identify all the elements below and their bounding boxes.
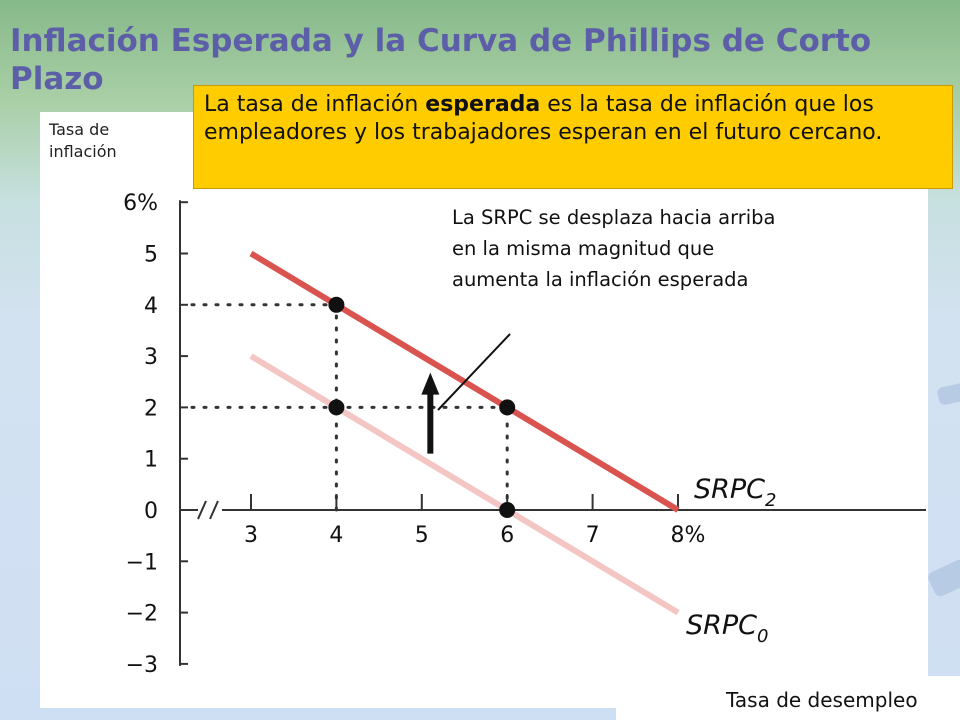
- x-tick-label: 8%: [671, 523, 706, 548]
- callout-text-prefix: La tasa de inflación: [204, 92, 426, 117]
- data-point: [328, 399, 345, 416]
- srpc-2-label: SRPC2: [694, 474, 777, 511]
- x-tick-label: 5: [415, 523, 429, 548]
- y-tick-label: 2: [144, 396, 158, 421]
- shift-annotation: La SRPC se desplaza hacia arriba en la m…: [452, 206, 776, 291]
- axis-break-mark: [197, 500, 207, 520]
- callout-emphasis: esperada: [425, 92, 541, 117]
- callout-text-suffix: es la tasa de inflación que los empleado…: [204, 92, 883, 145]
- data-point: [499, 399, 516, 416]
- x-tick-label: 4: [329, 523, 343, 548]
- y-tick-label: 3: [144, 345, 158, 370]
- x-tick-label: 3: [244, 523, 258, 548]
- data-point: [328, 296, 345, 313]
- axis-break-mark: [209, 500, 219, 520]
- y-tick-label: 4: [144, 294, 158, 319]
- y-tick-label: 6%: [123, 191, 158, 216]
- slide-title: Inflación Esperada y la Curva de Phillip…: [10, 23, 872, 97]
- srpc-0-label: SRPC0: [686, 610, 769, 647]
- shift-arrow-head: [421, 372, 440, 395]
- y-tick-label: 5: [144, 243, 158, 268]
- y-tick-label: 1: [144, 448, 158, 473]
- chart-panel-tail: [616, 676, 960, 720]
- x-axis-label: Tasa de desempleo: [726, 688, 918, 712]
- y-axis-label: Tasa de inflación: [49, 120, 117, 161]
- y-tick-label: 0: [144, 499, 158, 524]
- x-tick-label: 6: [500, 523, 514, 548]
- y-tick-label: −1: [126, 550, 158, 575]
- chart-panel: [40, 112, 928, 708]
- srpc-0-line: [249, 353, 680, 616]
- definition-callout: La tasa de inflación esperada es la tasa…: [193, 85, 953, 189]
- annotation-leader-line: [437, 333, 511, 411]
- x-tick-label: 7: [586, 523, 600, 548]
- data-point: [499, 502, 516, 518]
- y-tick-label: −2: [126, 602, 158, 627]
- y-tick-label: −3: [126, 653, 158, 678]
